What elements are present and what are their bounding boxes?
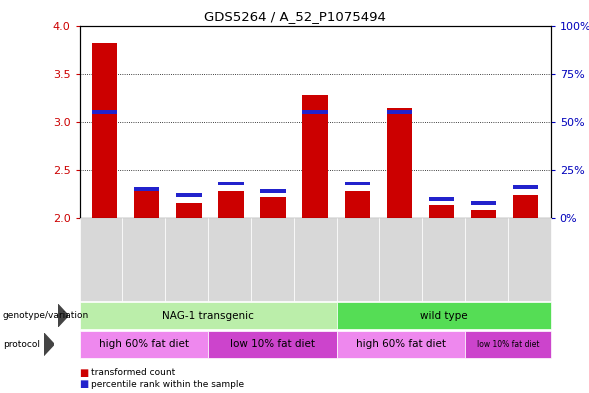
Text: NAG-1 transgenic: NAG-1 transgenic [162,310,254,321]
Bar [92,43,117,218]
Bar [260,189,286,193]
Bar [345,182,370,185]
Bar [260,197,286,218]
Polygon shape [58,304,68,327]
Bar [219,182,244,185]
Text: GDS5264 / A_52_P1075494: GDS5264 / A_52_P1075494 [204,10,385,23]
Text: wild type: wild type [420,310,468,321]
Bar [345,191,370,218]
Text: high 60% fat diet: high 60% fat diet [99,339,188,349]
Bar [134,191,160,218]
Bar [386,108,412,218]
Bar [176,203,201,218]
Bar [513,195,538,218]
Bar [219,191,244,218]
Bar [513,185,538,189]
Bar [303,110,327,114]
Bar [429,205,454,218]
Bar [176,193,201,197]
Text: ■: ■ [80,379,89,389]
Polygon shape [44,333,54,356]
Text: protocol: protocol [3,340,40,349]
Text: low 10% fat diet: low 10% fat diet [477,340,539,349]
Text: ■: ■ [80,367,89,378]
Bar [134,187,160,191]
Text: percentile rank within the sample: percentile rank within the sample [91,380,244,389]
Bar [386,110,412,114]
Text: low 10% fat diet: low 10% fat diet [230,339,315,349]
Bar [429,197,454,201]
Bar [92,110,117,114]
Bar [471,201,496,205]
Bar [303,95,327,218]
Bar [471,210,496,218]
Text: genotype/variation: genotype/variation [3,311,89,320]
Text: transformed count: transformed count [91,368,176,377]
Text: high 60% fat diet: high 60% fat diet [356,339,446,349]
